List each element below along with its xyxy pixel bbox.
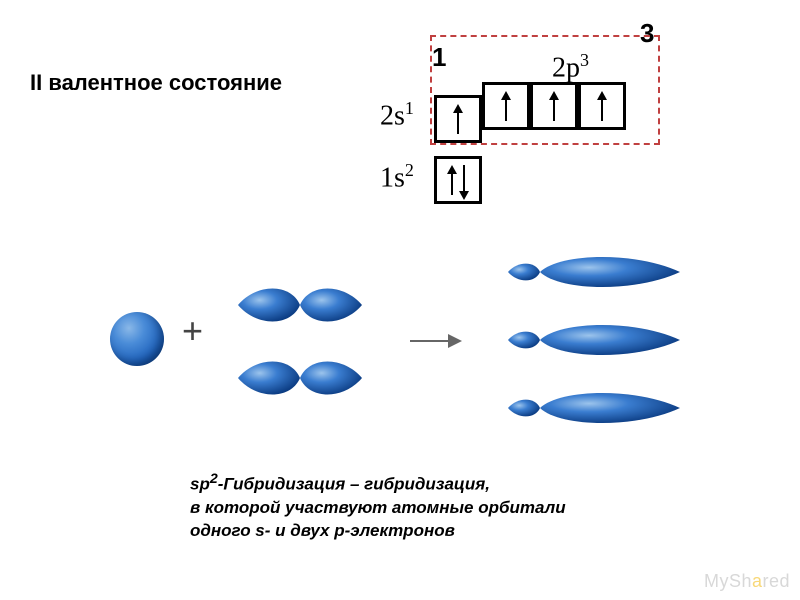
label-2s-sup: 1 bbox=[405, 98, 414, 118]
sp2-big-lobe bbox=[540, 393, 680, 423]
sp2-small-lobe bbox=[508, 332, 540, 349]
orbital-cell-s1 bbox=[434, 156, 482, 204]
watermark-plain: MySh bbox=[704, 571, 752, 591]
label-2s-base: 2s bbox=[380, 100, 405, 131]
def-prefix: sp bbox=[190, 475, 210, 494]
arrow-right-icon bbox=[410, 340, 460, 342]
orbital-cell-p2c bbox=[578, 82, 626, 130]
def-bold: -Гибридизация bbox=[218, 475, 346, 494]
label-1s-sup: 2 bbox=[405, 160, 414, 180]
def-rest1: – гибридизация, bbox=[345, 475, 490, 494]
page-title: II валентное состояние bbox=[30, 70, 282, 96]
p-orbital-lobe bbox=[300, 289, 362, 322]
orbital-cell-s2 bbox=[434, 95, 482, 143]
p-orbital-lobe bbox=[238, 289, 300, 322]
label-2s: 2s1 bbox=[380, 98, 414, 132]
label-2p-base: 2p bbox=[552, 52, 580, 83]
definition-text: sp2-Гибридизация – гибридизация, в котор… bbox=[190, 470, 650, 542]
p-orbital-lobe bbox=[300, 362, 362, 395]
p-orbital-lobe bbox=[238, 362, 300, 395]
sp2-small-lobe bbox=[508, 264, 540, 281]
watermark: MyShared bbox=[704, 571, 790, 592]
hybridization-illustration: + bbox=[110, 250, 710, 430]
label-1s: 1s2 bbox=[380, 160, 414, 194]
orbital-cell-p2a bbox=[482, 82, 530, 130]
sp2-orbitals bbox=[480, 240, 700, 430]
label-1s-base: 1s bbox=[380, 162, 405, 193]
watermark-tail: red bbox=[762, 571, 790, 591]
def-sup: 2 bbox=[210, 471, 218, 487]
label-2p-sup: 3 bbox=[580, 50, 589, 70]
orbital-box-diagram: 2s1 2p3 1s2 bbox=[370, 40, 650, 210]
sp2-big-lobe bbox=[540, 325, 680, 355]
label-2p: 2p3 bbox=[552, 50, 589, 84]
def-line2: в которой участвуют атомные орбитали bbox=[190, 498, 566, 517]
sp2-big-lobe bbox=[540, 257, 680, 287]
def-line3: одного s- и двух p-электронов bbox=[190, 521, 455, 540]
sp2-small-lobe bbox=[508, 400, 540, 417]
orbital-cell-p2b bbox=[530, 82, 578, 130]
watermark-accent: a bbox=[752, 571, 763, 591]
plus-icon: + bbox=[182, 310, 203, 352]
s-orbital-sphere bbox=[110, 312, 164, 366]
p-orbitals bbox=[210, 250, 390, 430]
